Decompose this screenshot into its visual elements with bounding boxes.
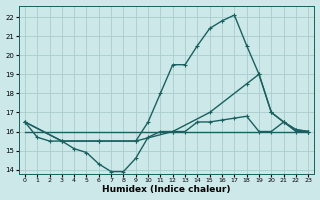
X-axis label: Humidex (Indice chaleur): Humidex (Indice chaleur)	[102, 185, 231, 194]
